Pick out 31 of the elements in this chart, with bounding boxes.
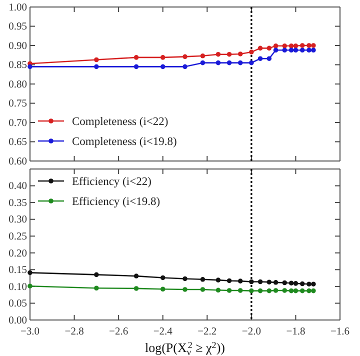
legend-label: Completeness (i<19.8) [72,136,178,148]
x-axis-title: log(P(X$_{ν}$$^{2}$ ≥ χ$^{2}$)) [145,340,225,356]
x-tick-label: −2.4 [153,326,174,338]
y-tick-label: 0.80 [8,79,27,90]
y-tick-label: 0.35 [8,198,27,209]
y-tick-label: 0.65 [8,137,27,148]
y-tick-label: 0.15 [8,265,27,276]
y-tick-label: 0.60 [8,156,27,168]
x-tick-label: −1.8 [286,326,306,338]
y-tick-label: 0.05 [8,298,27,310]
y-tick-label: 0.40 [8,181,27,192]
y-tick-label: 0.70 [8,118,27,129]
y-tick-label: 0.90 [8,40,27,52]
y-tick-label: 0.85 [8,60,27,72]
y-tick-label: 1.00 [8,2,27,14]
y-tick-label: 0.00 [8,315,27,326]
x-tick-label: −2.2 [198,326,217,338]
y-tick-label: 0.95 [8,22,27,33]
y-tick-label: 0.30 [8,214,27,226]
y-tick-label: 0.10 [8,282,27,293]
x-tick-label: −2.8 [64,326,84,338]
y-tick-label: 0.20 [8,248,27,260]
x-tick-label: −3.0 [20,326,40,338]
legend-label: Completeness (i<22) [72,116,168,128]
y-tick-label: 0.75 [8,98,27,110]
legend-label: Efficiency (i<22) [72,176,152,188]
x-tick-label: −1.6 [330,326,350,338]
y-tick-label: 0.25 [8,231,27,242]
x-tick-label: −2.0 [242,326,261,338]
legend-label: Efficiency (i<19.8) [72,196,160,208]
x-tick-label: −2.6 [109,326,128,338]
